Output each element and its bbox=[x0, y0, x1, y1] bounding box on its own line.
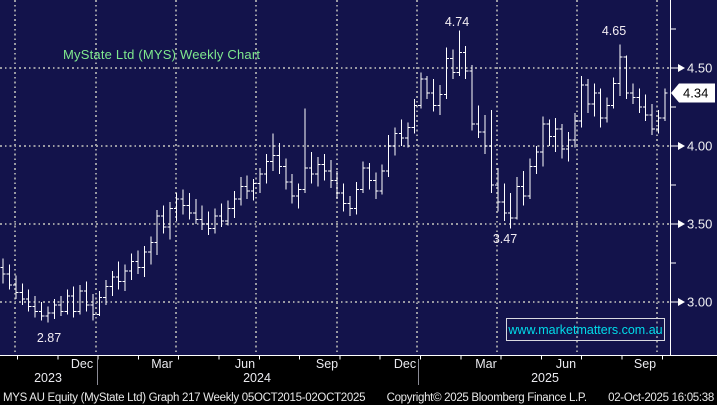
status-bar: MYS AU Equity (MyState Ltd) Graph 217 We… bbox=[0, 392, 717, 404]
y-axis-label: 4.00 bbox=[687, 139, 712, 154]
last-price-label: 4.34 bbox=[683, 85, 708, 100]
last-price-tag bbox=[671, 83, 715, 103]
y-axis-label: 4.50 bbox=[687, 61, 712, 76]
y-tick-arrow-icon bbox=[678, 142, 685, 150]
plot-area-background bbox=[0, 0, 717, 355]
month-label: Sep bbox=[315, 357, 339, 371]
year-label: 2023 bbox=[34, 371, 62, 385]
price-annotation: 3.47 bbox=[493, 232, 517, 246]
chart-title: MyState Ltd (MYS) Weekly Chart bbox=[63, 47, 261, 62]
y-tick-arrow-icon bbox=[678, 298, 685, 306]
month-label: Mar bbox=[151, 357, 173, 371]
y-axis-label: 3.50 bbox=[687, 217, 712, 232]
y-tick-arrow-icon bbox=[678, 220, 685, 228]
month-label: Dec bbox=[393, 357, 417, 371]
month-label: Jun bbox=[234, 357, 256, 371]
month-label: Sep bbox=[633, 357, 657, 371]
month-label: Mar bbox=[475, 357, 497, 371]
price-annotation: 2.87 bbox=[37, 331, 61, 345]
x-axis-labels: Dec Mar Jun Sep Dec Mar Jun Sep 2023 2024 2025 bbox=[0, 355, 717, 388]
y-tick-arrow-icon bbox=[678, 64, 685, 72]
year-separator bbox=[418, 359, 419, 385]
price-annotation: 4.65 bbox=[602, 24, 626, 38]
timestamp: 02-Oct-2025 16:05:38 bbox=[608, 392, 714, 404]
copyright-text: Copyright© 2025 Bloomberg Finance L.P. bbox=[386, 392, 587, 404]
y-axis-label: 3.00 bbox=[687, 295, 712, 310]
watermark-url[interactable]: www.marketmatters.com.au bbox=[508, 322, 663, 337]
security-descriptor: MYS AU Equity (MyState Ltd) Graph 217 We… bbox=[3, 392, 366, 404]
year-label: 2025 bbox=[531, 371, 559, 385]
price-annotation: 4.74 bbox=[445, 15, 469, 29]
watermark-box[interactable]: www.marketmatters.com.au bbox=[506, 318, 665, 341]
year-separator bbox=[97, 359, 98, 385]
month-label: Dec bbox=[70, 357, 94, 371]
year-label: 2024 bbox=[243, 371, 271, 385]
month-label: Jun bbox=[555, 357, 577, 371]
